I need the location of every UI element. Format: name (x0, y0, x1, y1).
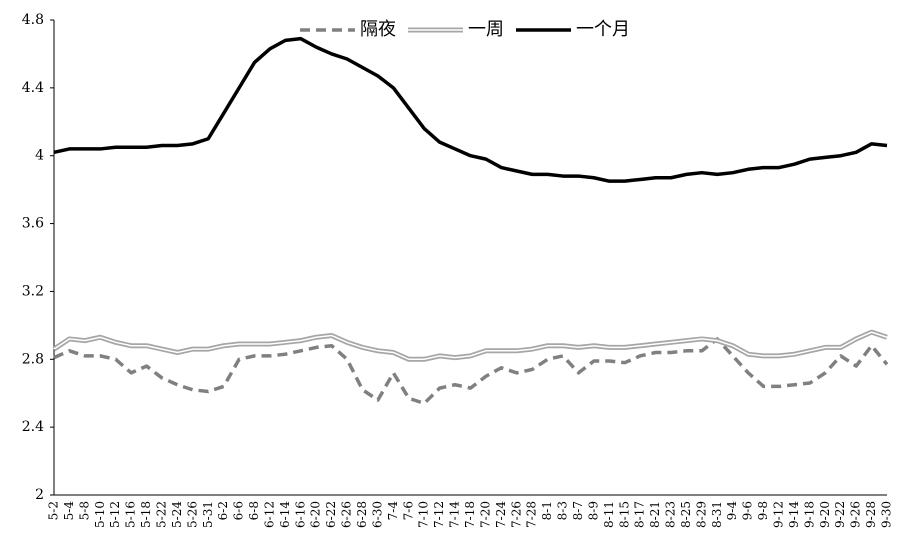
x-tick-label: 6-8 (247, 501, 261, 520)
legend-label: 一个月 (576, 19, 630, 40)
x-tick-label: 8-29 (694, 501, 708, 528)
x-tick-label: 9-20 (818, 501, 832, 528)
x-tick-label: 7-24 (494, 501, 508, 528)
x-tick-label: 7-26 (509, 501, 523, 528)
x-tick-label: 5-16 (124, 501, 138, 528)
x-tick-label: 7-12 (432, 501, 446, 528)
x-tick-label: 6-28 (355, 501, 369, 528)
x-tick-label: 9-18 (802, 501, 816, 528)
y-tick-label: 4.8 (22, 12, 44, 28)
x-tick-label: 9-28 (864, 501, 878, 528)
x-tick-label: 6-30 (370, 501, 384, 528)
x-tick-label: 9-30 (880, 501, 894, 528)
x-tick-label: 5-2 (47, 501, 61, 520)
series-line (53, 36, 888, 183)
x-tick-label: 7-4 (386, 501, 400, 521)
x-tick-label: 6-14 (278, 501, 292, 528)
x-tick-label: 5-24 (170, 501, 184, 528)
x-tick-label: 6-12 (262, 501, 276, 528)
x-tick-label: 9-26 (849, 501, 863, 528)
x-tick-label: 6-6 (232, 501, 246, 520)
x-tick-label: 8-25 (679, 501, 693, 528)
x-tick-label: 5-26 (185, 501, 199, 528)
x-tick-label: 7-6 (401, 501, 415, 520)
y-tick-label: 2.4 (22, 419, 44, 435)
x-tick-label: 6-22 (324, 501, 338, 528)
x-tick-label: 5-10 (93, 501, 107, 528)
y-tick-label: 4.4 (22, 80, 44, 96)
x-tick-label: 8-11 (602, 501, 616, 528)
y-tick-label: 4 (35, 148, 44, 164)
x-tick-label: 8-9 (586, 501, 600, 520)
y-tick-label: 3.6 (22, 216, 44, 232)
x-tick-label: 6-2 (216, 501, 230, 520)
x-tick-label: 6-16 (293, 501, 307, 528)
series-line-inner (53, 331, 888, 361)
x-tick-label: 5-8 (77, 501, 91, 520)
x-tick-label: 5-31 (201, 501, 215, 528)
x-tick-label: 8-7 (571, 501, 585, 520)
x-tick-label: 9-22 (833, 501, 847, 528)
x-tick-label: 6-26 (340, 501, 354, 528)
y-tick-label: 3.2 (22, 283, 44, 299)
x-tick-label: 9-8 (756, 501, 770, 520)
series-line (53, 337, 889, 406)
x-tick-label: 5-18 (139, 501, 153, 528)
x-tick-label: 7-10 (417, 501, 431, 528)
x-tick-label: 5-12 (108, 501, 122, 528)
x-tick-label: 8-15 (617, 501, 631, 528)
x-tick-label: 9-4 (725, 501, 739, 521)
y-tick-label: 2.8 (22, 351, 44, 367)
x-tick-label: 7-28 (525, 501, 539, 528)
x-tick-label: 8-3 (556, 501, 570, 520)
x-tick-label: 7-14 (448, 501, 462, 528)
legend-label: 隔夜 (360, 19, 396, 40)
x-tick-label: 9-14 (787, 501, 801, 528)
x-tick-label: 9-12 (772, 501, 786, 528)
x-tick-label: 8-23 (664, 501, 678, 528)
x-tick-label: 8-21 (648, 501, 662, 528)
x-tick-label: 6-20 (309, 501, 323, 528)
x-tick-label: 8-17 (633, 501, 647, 528)
x-tick-label: 7-20 (478, 501, 492, 528)
x-tick-label: 8-1 (540, 501, 554, 520)
x-tick-label: 5-4 (62, 501, 76, 521)
x-tick-label: 8-31 (710, 501, 724, 528)
legend-label: 一周 (468, 19, 504, 40)
x-tick-label: 7-18 (463, 501, 477, 528)
x-tick-label: 5-22 (154, 501, 168, 528)
x-tick-label: 9-6 (741, 501, 755, 520)
y-tick-label: 2 (35, 487, 44, 503)
